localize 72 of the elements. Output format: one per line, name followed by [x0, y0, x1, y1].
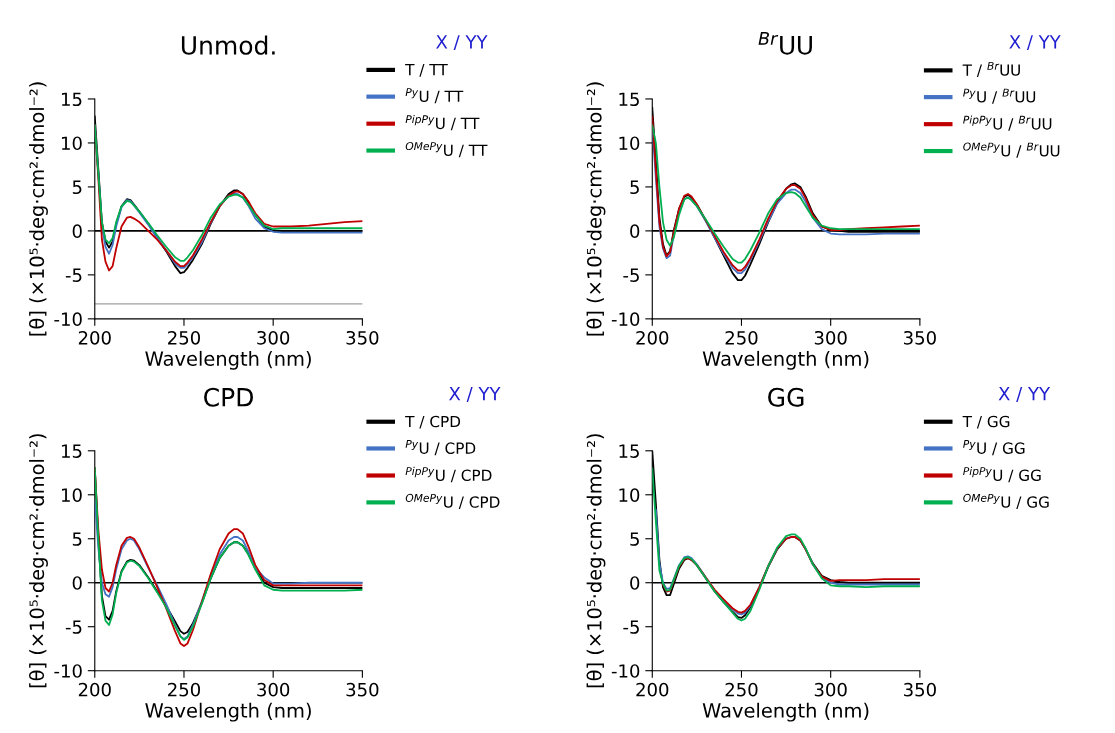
- y-axis-title: [θ] (×10⁵·deg·cm²·dmol⁻²): [28, 82, 48, 336]
- y-tick-label: 5: [72, 180, 82, 195]
- legend-label: $^{OMePy}$U / $^{Br}$UU: [963, 142, 1060, 158]
- y-tick-label: -10: [611, 312, 640, 326]
- legend-title: X / YY: [449, 387, 501, 402]
- y-axis-title: [θ] (×10⁵·deg·cm²·dmol⁻²): [28, 434, 48, 688]
- chart-title: Unmod.: [181, 35, 275, 55]
- x-tick-label: 300: [257, 330, 290, 345]
- x-tick-label: 250: [725, 330, 758, 345]
- x-tick-label: 200: [78, 330, 111, 345]
- legend-label: $^{OMePy}$U / CPD: [405, 493, 500, 510]
- legend-label: $^{OMePy}$U / GG: [963, 493, 1049, 510]
- y-tick-label: 0: [630, 224, 640, 239]
- legend-label: $^{Py}$U / GG: [963, 440, 1025, 456]
- y-tick-label: -5: [623, 620, 639, 634]
- y-tick-label: 5: [72, 532, 82, 546]
- chart-title: $^{Br}$UU: [758, 32, 812, 55]
- x-tick-label: 250: [168, 330, 201, 345]
- x-axis-title: Wavelength (nm): [145, 350, 311, 370]
- x-tick-label: 250: [168, 682, 201, 697]
- y-tick-label: 15: [61, 444, 82, 458]
- x-tick-label: 350: [346, 330, 379, 345]
- y-tick-label: -10: [611, 664, 640, 678]
- legend-label: T / GG: [962, 415, 1010, 429]
- y-tick-label: -5: [623, 268, 639, 282]
- y-tick-label: 0: [630, 576, 640, 590]
- legend-label: $^{PipPy}$U / $^{Br}$UU: [963, 115, 1052, 131]
- x-tick-label: 300: [814, 330, 847, 345]
- legend-label: T / TT: [405, 64, 448, 77]
- x-tick-label: 200: [636, 330, 669, 345]
- y-tick-label: 0: [72, 224, 82, 239]
- y-tick-label: 5: [630, 180, 639, 195]
- y-tick-label: 10: [61, 488, 82, 502]
- x-axis-title: Wavelength (nm): [145, 702, 311, 722]
- x-tick-label: 350: [904, 330, 936, 345]
- legend-label: $^{PipPy}$U / GG: [963, 466, 1041, 483]
- legend-label: $^{Py}$U / TT: [405, 88, 464, 104]
- x-axis-title: Wavelength (nm): [702, 350, 869, 370]
- legend-title: X / YY: [436, 35, 488, 51]
- y-tick-label: 10: [619, 136, 640, 151]
- y-tick-label: 10: [619, 488, 640, 502]
- y-tick-label: -10: [54, 312, 82, 326]
- y-tick-label: 15: [61, 92, 82, 107]
- y-tick-label: 15: [619, 92, 639, 107]
- x-tick-label: 350: [904, 682, 936, 697]
- x-tick-label: 200: [78, 682, 111, 697]
- legend-label: $^{OMePy}$U / TT: [405, 142, 488, 158]
- x-tick-label: 300: [257, 682, 290, 697]
- legend-title: X / YY: [1009, 35, 1061, 51]
- legend-label: T / $^{Br}$UU: [962, 61, 1020, 78]
- chart-title: CPD: [204, 387, 253, 407]
- legend-label: T / CPD: [405, 415, 461, 429]
- x-tick-label: 300: [814, 682, 847, 697]
- legend-title: X / YY: [998, 387, 1051, 402]
- y-tick-label: -5: [65, 620, 82, 634]
- y-axis-title: [θ] (×10⁵·deg·cm²·dmol⁻²): [586, 82, 606, 336]
- y-tick-label: -10: [54, 664, 82, 678]
- y-axis-title: [θ] (×10⁵·deg·cm²·dmol⁻²): [586, 434, 606, 688]
- x-tick-label: 350: [346, 682, 379, 697]
- y-tick-label: 10: [61, 136, 82, 151]
- chart-title: GG: [768, 387, 804, 407]
- legend-label: $^{Py}$U / CPD: [405, 440, 476, 456]
- legend-label: $^{PipPy}$U / TT: [405, 114, 480, 131]
- legend-label: $^{Py}$U / $^{Br}$UU: [963, 88, 1036, 104]
- y-tick-label: 15: [619, 444, 639, 458]
- x-tick-label: 250: [725, 682, 758, 697]
- x-axis-title: Wavelength (nm): [702, 702, 869, 722]
- y-tick-label: 5: [630, 532, 639, 546]
- y-tick-label: -5: [65, 268, 82, 282]
- y-tick-label: 0: [72, 576, 82, 590]
- x-tick-label: 200: [636, 682, 669, 697]
- legend-label: $^{PipPy}$U / CPD: [405, 466, 492, 483]
